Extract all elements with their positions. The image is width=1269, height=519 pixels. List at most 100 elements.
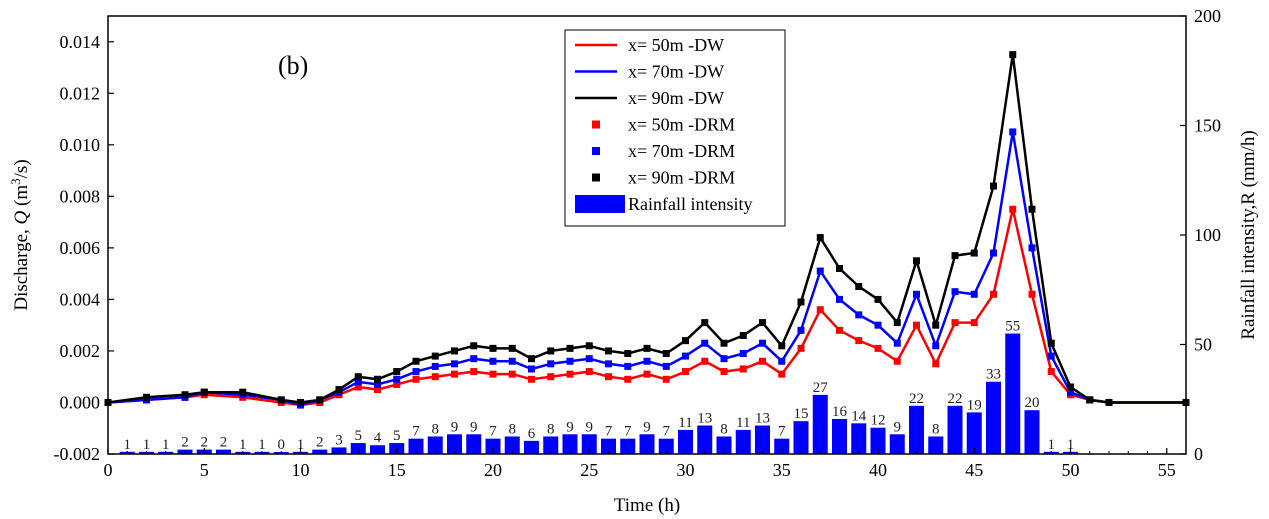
rainfall-bar-label: 7 xyxy=(412,424,420,440)
discharge-series xyxy=(104,51,1190,409)
legend-label: x= 50m -DW xyxy=(628,35,724,55)
y-axis-right-title: Rainfall intensity,R (mm/h) xyxy=(1238,130,1259,339)
rainfall-bar xyxy=(947,405,963,454)
series-marker xyxy=(451,347,458,355)
rainfall-bar-label: 20 xyxy=(1025,395,1040,411)
rainfall-bar xyxy=(466,434,482,454)
series-marker xyxy=(239,388,247,396)
series-marker xyxy=(682,368,689,376)
series-marker xyxy=(874,321,882,329)
series-marker xyxy=(951,288,959,296)
series-marker xyxy=(932,321,940,329)
y-left-tick-label: 0.006 xyxy=(60,238,101,258)
rainfall-bar xyxy=(928,436,944,454)
legend-marker-swatch xyxy=(592,147,600,155)
series-marker xyxy=(143,393,150,401)
rainfall-bar-label: 1 xyxy=(297,437,305,453)
rainfall-bar-label: 9 xyxy=(643,419,651,435)
series-marker xyxy=(739,331,747,339)
rainfall-bar-label: 14 xyxy=(851,408,867,424)
series-marker xyxy=(720,355,728,363)
rainfall-bar-label: 9 xyxy=(451,419,459,435)
series-marker xyxy=(778,357,786,365)
series-marker xyxy=(816,306,824,314)
rainfall-bar xyxy=(523,440,540,454)
panel-label: (b) xyxy=(278,51,308,80)
rainfall-bar xyxy=(697,425,713,454)
series-marker xyxy=(836,326,843,334)
rainfall-bar xyxy=(1005,333,1021,454)
series-marker xyxy=(431,373,439,381)
y-left-tick-label: -0.002 xyxy=(54,444,101,464)
series-marker xyxy=(759,339,766,347)
series-marker xyxy=(855,337,863,345)
series-marker xyxy=(759,319,766,327)
series-marker xyxy=(643,370,651,378)
x-tick-label: 55 xyxy=(1158,460,1176,480)
y-axis-left: -0.002 0.000 0.002 0.004 0.006 0.008 0.010 0.01… xyxy=(54,32,114,464)
rainfall-bar-label: 7 xyxy=(663,424,671,440)
series-marker xyxy=(739,365,747,373)
series-marker xyxy=(816,267,824,275)
x-tick-label: 5 xyxy=(200,460,209,480)
y-right-tick-label: 150 xyxy=(1194,116,1221,136)
x-axis: 0 5 10 15 20 25 30 35 40 45 50 55 xyxy=(104,448,1176,480)
series-marker xyxy=(412,357,420,365)
series-marker xyxy=(662,350,670,358)
series-marker xyxy=(508,344,516,352)
series-marker xyxy=(1047,368,1055,376)
series-marker xyxy=(470,355,478,363)
y-left-tick-label: 0.004 xyxy=(60,289,101,309)
rainfall-bar xyxy=(870,427,886,454)
series-marker xyxy=(720,368,728,376)
series-marker xyxy=(913,257,920,265)
rainfall-bar xyxy=(658,438,674,454)
rainfall-bar xyxy=(408,438,424,454)
series-marker xyxy=(1028,205,1036,213)
rainfall-bar-label: 7 xyxy=(778,424,786,440)
series-marker xyxy=(605,373,612,381)
rainfall-bar-label: 9 xyxy=(470,419,478,435)
series-marker xyxy=(682,337,689,345)
series-marker xyxy=(489,344,497,352)
series-marker xyxy=(701,357,709,365)
series-marker xyxy=(470,342,478,350)
series-marker xyxy=(200,388,208,396)
rainfall-bar-label: 9 xyxy=(894,419,902,435)
series-marker xyxy=(662,362,670,370)
series-marker xyxy=(1067,388,1074,396)
x-tick-label: 40 xyxy=(869,460,887,480)
rainfall-bar-label: 1 xyxy=(124,437,132,453)
series-marker xyxy=(836,295,843,303)
rainfall-bar-label: 15 xyxy=(794,406,809,422)
series-marker xyxy=(585,342,593,350)
rainfall-bar-label: 8 xyxy=(432,421,440,437)
rainfall-bar xyxy=(677,429,694,454)
rainfall-bar-label: 9 xyxy=(566,419,574,435)
series-marker xyxy=(1028,244,1036,252)
rainfall-bar-label: 4 xyxy=(374,430,382,446)
series-marker xyxy=(528,365,535,373)
series-marker xyxy=(778,342,786,350)
series-marker xyxy=(1067,383,1074,391)
series-marker xyxy=(374,386,381,394)
y-axis-right: 0 50 100 150 200 xyxy=(1180,6,1221,464)
series-marker xyxy=(393,375,401,383)
rainfall-bar xyxy=(562,434,578,454)
series-marker xyxy=(566,344,574,352)
series-marker xyxy=(893,339,901,347)
series-marker xyxy=(893,357,901,365)
rainfall-bar-label: 2 xyxy=(201,435,209,451)
rainfall-bar xyxy=(889,434,905,454)
series-marker xyxy=(605,347,612,355)
x-tick-label: 20 xyxy=(484,460,502,480)
series-marker xyxy=(874,344,882,352)
series-marker xyxy=(489,370,497,378)
series-marker xyxy=(990,249,997,257)
series-marker xyxy=(624,375,632,383)
rainfall-bar xyxy=(369,445,386,454)
rainfall-bar-label: 1 xyxy=(143,437,151,453)
series-marker xyxy=(720,339,728,347)
rainfall-bar-label: 8 xyxy=(932,421,940,437)
x-tick-label: 10 xyxy=(292,460,310,480)
